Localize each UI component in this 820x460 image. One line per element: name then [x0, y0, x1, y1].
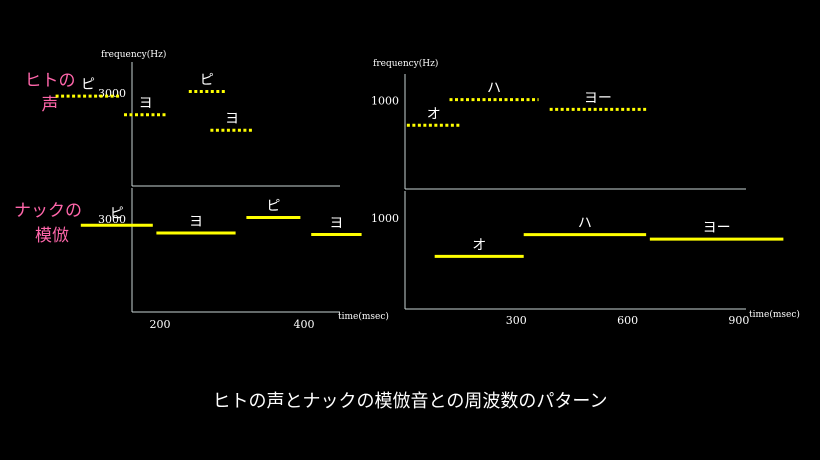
- right-xtick-label-600: 600: [617, 314, 638, 327]
- right-xtick-label-900: 900: [728, 314, 749, 327]
- right-xtick-label-300: 300: [506, 314, 527, 327]
- right-human-segment-label-2: ヨー: [584, 90, 612, 106]
- left-human-segment-label-1: ヨ: [139, 96, 153, 112]
- axes-group: frequency(Hz) time(msec) 200 400 3000 3000 fre…: [98, 49, 800, 331]
- left-xlabel: time(msec): [338, 311, 389, 322]
- left-ylabel: frequency(Hz): [101, 49, 166, 60]
- left-xtick-label-400: 400: [294, 318, 315, 331]
- figure-caption: ヒトの声とナックの模倣音との周波数のパターン: [212, 391, 608, 412]
- right-knack-ytick-label: 1000: [371, 212, 399, 225]
- row-label-knack-line2: 模倣: [35, 226, 69, 246]
- left-human-ytick-label: 3000: [98, 87, 126, 100]
- right-xlabel: time(msec): [749, 309, 800, 320]
- left-xtick-label-200: 200: [150, 318, 171, 331]
- row-label-human-line2: 声: [42, 95, 59, 115]
- left-knack-segment-label-1: ヨ: [189, 214, 203, 230]
- right-knack-segment-label-0: オ: [472, 237, 486, 253]
- left-knack-segment-label-3: ヨ: [329, 216, 343, 232]
- left-human-segment-label-0: ピ: [81, 77, 95, 93]
- right-ylabel: frequency(Hz): [373, 58, 438, 69]
- left-human-segment-label-3: ヨ: [225, 111, 239, 127]
- right-knack-segment-label-2: ヨー: [703, 220, 731, 236]
- right-human-segment-label-0: オ: [427, 106, 441, 122]
- left-human-segment-label-2: ピ: [200, 72, 214, 88]
- right-human-ytick-label: 1000: [371, 95, 399, 108]
- right-human-segment-label-1: ハ: [487, 81, 501, 97]
- left-knack-segment-label-0: ピ: [110, 206, 124, 222]
- row-label-human-line1: ヒトの: [25, 71, 76, 91]
- row-label-knack-line1: ナックの: [14, 201, 82, 221]
- left-knack-ytick-label: 3000: [98, 213, 126, 226]
- left-knack-segment-label-2: ピ: [266, 198, 280, 214]
- right-knack-segment-label-1: ハ: [578, 216, 592, 232]
